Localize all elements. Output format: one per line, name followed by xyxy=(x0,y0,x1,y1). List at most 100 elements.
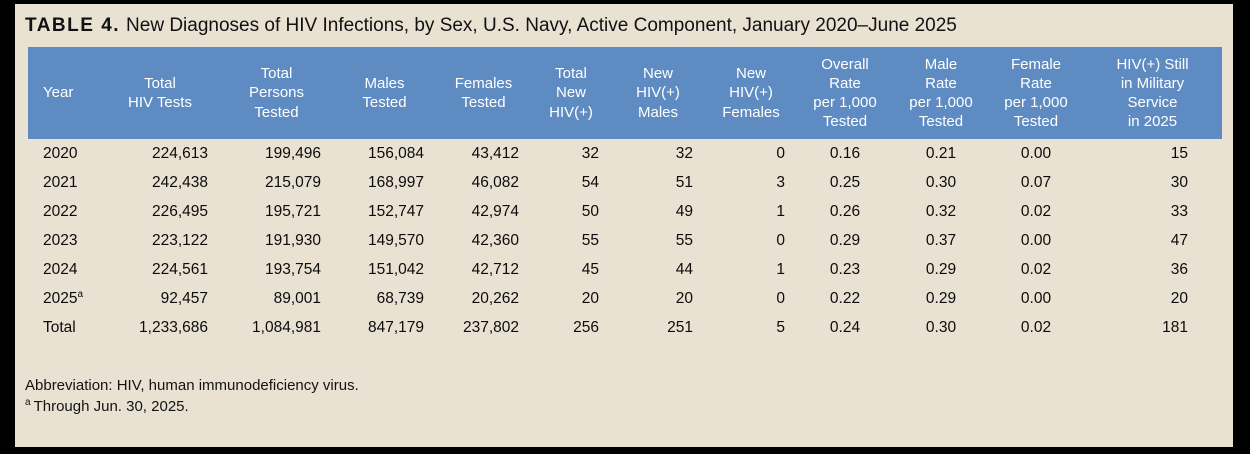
col-header-males-tested: Males Tested xyxy=(333,47,436,139)
table-row-2020: 2020 224,613 199,496 156,084 43,412 32 3… xyxy=(28,139,1222,168)
new-hiv-males-cell: 44 xyxy=(675,260,693,278)
table-row-2024: 2024 224,561 193,754 151,042 42,712 45 4… xyxy=(28,255,1222,284)
total-hiv-tests-cell: 242,438 xyxy=(151,173,208,191)
year-cell: 2022 xyxy=(43,202,78,220)
still-in-service-cell: 181 xyxy=(1162,318,1188,336)
year-cell: 2020 xyxy=(43,144,78,162)
table-title-text: New Diagnoses of HIV Infections, by Sex,… xyxy=(126,15,957,36)
col-header-new-hiv-females: New HIV(+) Females xyxy=(705,47,797,139)
col-header-new-hiv-males: New HIV(+) Males xyxy=(611,47,705,139)
total-new-hiv-cell: 32 xyxy=(581,144,599,162)
still-in-service-cell: 30 xyxy=(1170,173,1188,191)
new-hiv-males-cell: 49 xyxy=(675,202,693,220)
new-hiv-females-cell: 1 xyxy=(776,202,785,220)
new-hiv-females-cell: 0 xyxy=(776,231,785,249)
total-persons-tested-cell: 199,496 xyxy=(264,144,321,162)
year-cell: 2024 xyxy=(43,260,78,278)
still-in-service-cell: 36 xyxy=(1170,260,1188,278)
year-cell: Total xyxy=(43,318,76,336)
total-hiv-tests-cell: 226,495 xyxy=(151,202,208,220)
male-rate-cell: 0.21 xyxy=(925,144,957,162)
total-new-hiv-cell: 55 xyxy=(581,231,599,249)
overall-rate-cell: 0.22 xyxy=(829,289,861,307)
hiv-diagnoses-table: Year Total HIV Tests Total Persons Teste… xyxy=(28,47,1222,342)
col-header-female-rate: Female Rate per 1,000 Tested xyxy=(989,47,1083,139)
female-rate-cell: 0.07 xyxy=(1020,173,1052,191)
total-new-hiv-cell: 45 xyxy=(581,260,599,278)
total-new-hiv-cell: 54 xyxy=(581,173,599,191)
abbreviation-note: Abbreviation: HIV, human immunodeficienc… xyxy=(25,377,359,394)
males-tested-cell: 168,997 xyxy=(367,173,424,191)
table-row-2023: 2023 223,122 191,930 149,570 42,360 55 5… xyxy=(28,226,1222,255)
total-hiv-tests-cell: 92,457 xyxy=(160,289,208,307)
col-header-females-tested: Females Tested xyxy=(436,47,531,139)
female-rate-cell: 0.00 xyxy=(1020,289,1052,307)
females-tested-cell: 42,360 xyxy=(471,231,519,249)
total-persons-tested-cell: 191,930 xyxy=(264,231,321,249)
males-tested-cell: 68,739 xyxy=(376,289,424,307)
footnote-a: a Through Jun. 30, 2025. xyxy=(25,396,1233,417)
footnote-a-marker: a xyxy=(25,397,31,408)
col-header-overall-rate: Overall Rate per 1,000 Tested xyxy=(797,47,893,139)
female-rate-cell: 0.02 xyxy=(1020,260,1052,278)
males-tested-cell: 149,570 xyxy=(367,231,424,249)
females-tested-cell: 20,262 xyxy=(471,289,519,307)
new-hiv-males-cell: 55 xyxy=(675,231,693,249)
males-tested-cell: 151,042 xyxy=(367,260,424,278)
footnotes: Abbreviation: HIV, human immunodeficienc… xyxy=(25,375,1233,417)
new-hiv-females-cell: 1 xyxy=(776,260,785,278)
new-hiv-males-cell: 20 xyxy=(675,289,693,307)
male-rate-cell: 0.32 xyxy=(925,202,957,220)
males-tested-cell: 156,084 xyxy=(367,144,424,162)
new-hiv-females-cell: 0 xyxy=(776,144,785,162)
total-new-hiv-cell: 20 xyxy=(581,289,599,307)
table-header-row: Year Total HIV Tests Total Persons Teste… xyxy=(28,47,1222,139)
new-hiv-females-cell: 3 xyxy=(776,173,785,191)
females-tested-cell: 42,712 xyxy=(471,260,519,278)
total-persons-tested-cell: 1,084,981 xyxy=(252,318,321,336)
table-number-label: TABLE 4. xyxy=(25,15,121,36)
still-in-service-cell: 15 xyxy=(1170,144,1188,162)
male-rate-cell: 0.30 xyxy=(925,173,957,191)
overall-rate-cell: 0.26 xyxy=(829,202,861,220)
male-rate-cell: 0.37 xyxy=(925,231,957,249)
table-figure: TABLE 4. New Diagnoses of HIV Infections,… xyxy=(15,4,1233,447)
footnote-marker: a xyxy=(77,288,84,300)
col-header-total-persons-tested: Total Persons Tested xyxy=(220,47,333,139)
total-persons-tested-cell: 215,079 xyxy=(264,173,321,191)
table-row-2022: 2022 226,495 195,721 152,747 42,974 50 4… xyxy=(28,197,1222,226)
overall-rate-cell: 0.25 xyxy=(829,173,861,191)
new-hiv-males-cell: 251 xyxy=(667,318,693,336)
year-cell: 2021 xyxy=(43,173,78,191)
overall-rate-cell: 0.16 xyxy=(829,144,861,162)
footnote-a-text: Through Jun. 30, 2025. xyxy=(33,398,189,415)
new-hiv-females-cell: 0 xyxy=(776,289,785,307)
table-title: TABLE 4. New Diagnoses of HIV Infections,… xyxy=(25,15,1233,37)
females-tested-cell: 237,802 xyxy=(462,318,519,336)
male-rate-cell: 0.29 xyxy=(925,260,957,278)
still-in-service-cell: 20 xyxy=(1170,289,1188,307)
table-row-total: Total 1,233,686 1,084,981 847,179 237,80… xyxy=(28,313,1222,342)
col-header-year: Year xyxy=(28,47,100,139)
year-cell: 2025a xyxy=(43,288,84,307)
col-header-still-in-service: HIV(+) Still in Military Service in 2025 xyxy=(1083,47,1222,139)
males-tested-cell: 847,179 xyxy=(367,318,424,336)
female-rate-cell: 0.02 xyxy=(1020,202,1052,220)
overall-rate-cell: 0.29 xyxy=(829,231,861,249)
female-rate-cell: 0.02 xyxy=(1020,318,1052,336)
total-new-hiv-cell: 256 xyxy=(573,318,599,336)
still-in-service-cell: 47 xyxy=(1170,231,1188,249)
total-hiv-tests-cell: 224,613 xyxy=(151,144,208,162)
year-cell: 2023 xyxy=(43,231,78,249)
total-persons-tested-cell: 89,001 xyxy=(273,289,321,307)
col-header-total-new-hiv: Total New HIV(+) xyxy=(531,47,611,139)
female-rate-cell: 0.00 xyxy=(1020,231,1052,249)
table-row-2021: 2021 242,438 215,079 168,997 46,082 54 5… xyxy=(28,168,1222,197)
total-persons-tested-cell: 195,721 xyxy=(264,202,321,220)
total-hiv-tests-cell: 223,122 xyxy=(151,231,208,249)
females-tested-cell: 42,974 xyxy=(471,202,519,220)
total-new-hiv-cell: 50 xyxy=(581,202,599,220)
new-hiv-males-cell: 32 xyxy=(675,144,693,162)
females-tested-cell: 43,412 xyxy=(471,144,519,162)
females-tested-cell: 46,082 xyxy=(471,173,519,191)
